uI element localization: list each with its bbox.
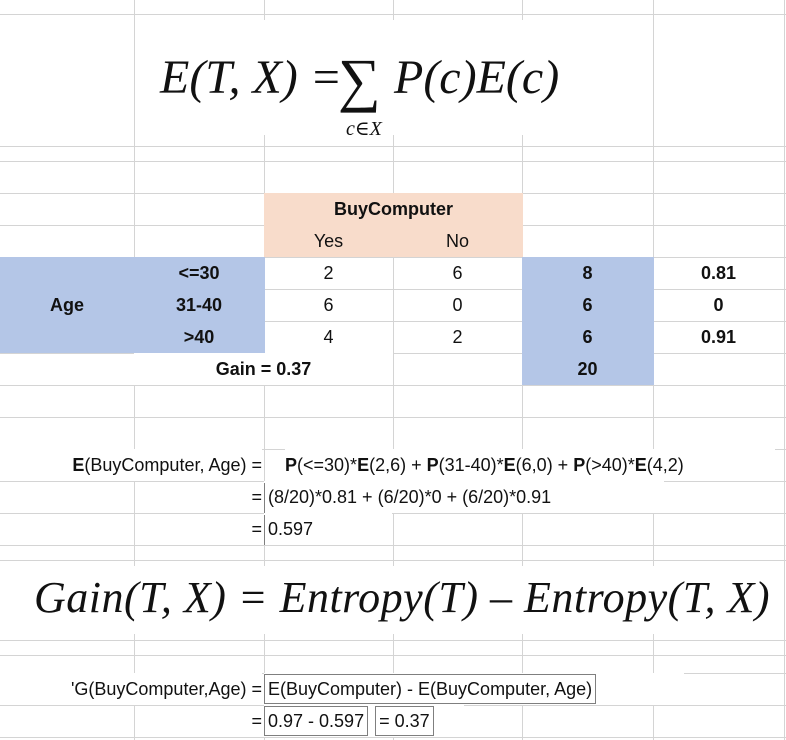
summation-symbol: ∑ <box>338 47 381 113</box>
calc-equals-3: = <box>251 519 262 539</box>
gain-calc-label: 'G(BuyComputer,Age) = <box>0 673 262 705</box>
col-header-no: No <box>445 231 469 251</box>
calc-term-bold: P <box>285 455 298 475</box>
summation-subscript: c∈X <box>346 118 382 140</box>
calc-term: (>40)* <box>585 455 635 475</box>
calc-term-bold: E <box>357 455 370 475</box>
gain-calc-value-b: = 0.37 <box>375 706 434 736</box>
calc-term-bold: E <box>634 455 647 475</box>
gain-formula-text: Gain(T, X) = Entropy(T) – Entropy(T, X) <box>34 573 770 622</box>
totals-fill <box>522 257 654 385</box>
yes-count: 6 <box>323 295 334 315</box>
calc-term: (4,2) <box>646 455 684 475</box>
row-total: 8 <box>582 263 593 283</box>
row-total: 6 <box>582 295 593 315</box>
information-gain-formula: Gain(T, X) = Entropy(T) – Entropy(T, X) <box>28 566 769 634</box>
calc-term: (31-40)* <box>438 455 504 475</box>
calc-line-2: (8/20)*0.81 + (6/20)*0 + (6/20)*0.91 <box>264 481 664 513</box>
group-header: BuyComputer <box>333 199 453 219</box>
age-label-fill <box>0 257 265 353</box>
row-group-label: Age <box>49 295 84 315</box>
row-total: 6 <box>582 327 593 347</box>
no-count: 2 <box>452 327 463 347</box>
formula-rhs: P(c)E(c) <box>394 51 560 104</box>
row-label: <=30 <box>178 263 220 283</box>
calc-label-rest: (BuyComputer, Age) = <box>84 455 262 475</box>
calc-line-1: P(<=30)*E(2,6) + P(31-40)*E(6,0) + P(>40… <box>285 449 775 481</box>
calc-term: (6,0) + <box>515 455 574 475</box>
yes-count: 2 <box>323 263 334 283</box>
gain-result: Gain = 0.37 <box>134 353 393 385</box>
calc-label-bold: E <box>72 455 85 475</box>
grand-total: 20 <box>577 359 598 379</box>
row-entropy: 0 <box>713 295 724 315</box>
row-entropy: 0.91 <box>700 327 737 347</box>
calc-term-bold: P <box>426 455 439 475</box>
yes-count: 4 <box>323 327 334 347</box>
gain-calc-line-2: 0.97 - 0.597 = 0.37 <box>264 705 464 737</box>
calc-term-bold: P <box>573 455 586 475</box>
row-label: 31-40 <box>175 295 223 315</box>
calc-line-3-text: 0.597 <box>264 515 316 545</box>
row-entropy: 0.81 <box>700 263 737 283</box>
gain-calc-equals: = <box>251 711 262 731</box>
gain-calc-line-1-text: E(BuyComputer) - E(BuyComputer, Age) <box>264 674 597 704</box>
row-label: >40 <box>183 327 215 347</box>
calc-line-2-text: (8/20)*0.81 + (6/20)*0 + (6/20)*0.91 <box>264 483 554 513</box>
col-header-yes: Yes <box>313 231 344 251</box>
gain-calc-line-1: E(BuyComputer) - E(BuyComputer, Age) <box>264 673 684 705</box>
calc-term: (2,6) + <box>369 455 427 475</box>
calc-label: E(BuyComputer, Age) = <box>0 449 262 481</box>
no-count: 6 <box>452 263 463 283</box>
no-count: 0 <box>452 295 463 315</box>
calc-term: (<=30)* <box>297 455 358 475</box>
expected-entropy-formula: E(T, X) = ∑ P(c)E(c) c∈X <box>146 20 576 140</box>
formula-lhs: E(T, X) = <box>160 51 343 104</box>
gain-calc-value-a: 0.97 - 0.597 <box>264 706 369 736</box>
calc-term-bold: E <box>503 455 516 475</box>
calc-equals-2: = <box>251 487 262 507</box>
calc-line-3: 0.597 <box>264 513 392 545</box>
buycomputer-header-fill <box>264 193 523 257</box>
